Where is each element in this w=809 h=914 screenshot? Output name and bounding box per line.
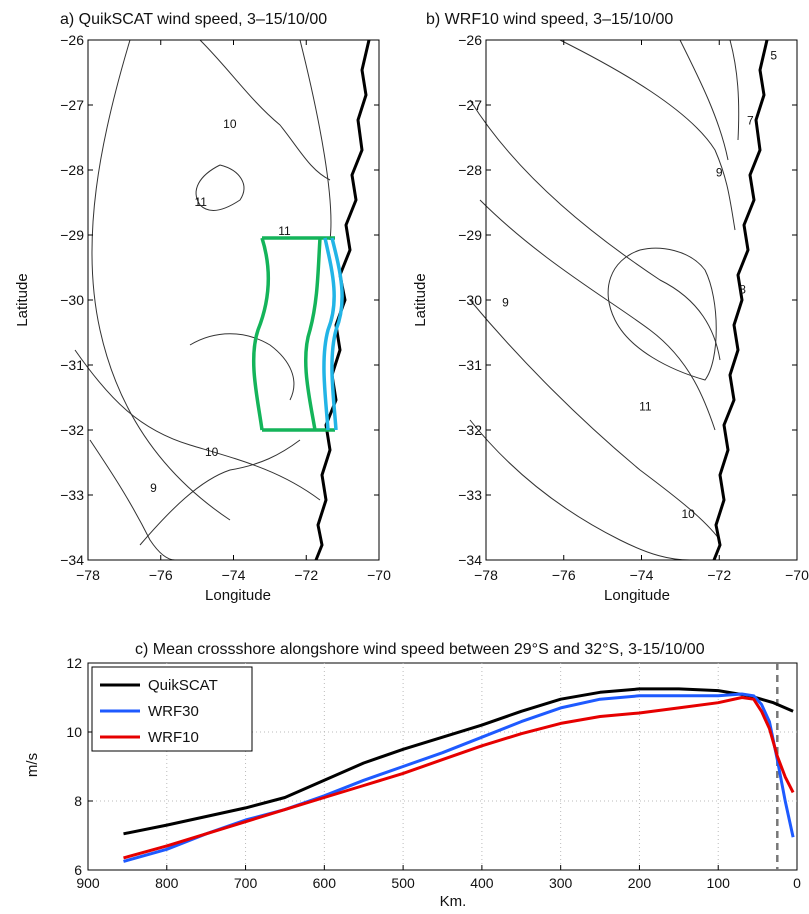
y-tick-label: 8 — [74, 793, 82, 809]
y-tick-label: −27 — [458, 97, 482, 113]
contour-line — [189, 333, 295, 401]
contour-line — [139, 439, 301, 546]
x-tick-label: 100 — [707, 875, 731, 891]
contour-line — [195, 164, 245, 211]
y-tick-label: −28 — [60, 162, 84, 178]
panel-b-ylabel: Latitude — [412, 273, 429, 326]
x-tick-label: −74 — [222, 567, 246, 583]
axes-frames: −78 −76 −74 −72 −70 −34 −33 −32 −31 −30 −29 −28 −27 −… — [60, 32, 809, 583]
contour-label: 7 — [747, 114, 754, 128]
y-tick-label: 12 — [66, 655, 82, 671]
legend-label: QuikSCAT — [148, 677, 218, 694]
domain-boxes — [252, 236, 344, 432]
y-tick-label: −29 — [60, 227, 84, 243]
contour-line — [91, 39, 231, 521]
legend-label: WRF30 — [148, 703, 199, 720]
x-tick-label: −72 — [707, 567, 731, 583]
y-tick-label: −26 — [60, 32, 84, 48]
contour-line — [199, 39, 331, 181]
x-tick-label: −74 — [630, 567, 654, 583]
coastline — [712, 39, 769, 561]
x-tick-label: −78 — [474, 567, 498, 583]
x-tick-label: −72 — [294, 567, 318, 583]
x-tick-label: −70 — [367, 567, 391, 583]
panel-a-ylabel: Latitude — [14, 273, 31, 326]
contour-label: 5 — [770, 49, 777, 63]
x-tick-label: 0 — [793, 875, 801, 891]
y-tick-label: −33 — [458, 487, 482, 503]
contour-line — [469, 99, 721, 361]
contour-line — [607, 247, 717, 381]
y-tick-label: 6 — [74, 862, 82, 878]
contour-line — [89, 439, 176, 561]
panel-a-title: a) QuikSCAT wind speed, 3–15/10/00 — [60, 11, 327, 28]
contour-label: 11 — [195, 195, 208, 209]
y-tick-label: −34 — [458, 552, 482, 568]
y-tick-label: −31 — [458, 357, 482, 373]
y-tick-label: −27 — [60, 97, 84, 113]
panel-b-title: b) WRF10 wind speed, 3–15/10/00 — [426, 11, 673, 28]
x-tick-label: 800 — [155, 875, 179, 891]
contour-line — [469, 419, 691, 561]
x-tick-label: 500 — [391, 875, 415, 891]
panel-a — [74, 39, 371, 561]
contour-line — [74, 349, 321, 501]
contour-label: 10 — [681, 507, 695, 521]
contour-line — [729, 39, 740, 141]
x-tick-label: −78 — [76, 567, 100, 583]
x-tick-label: −76 — [552, 567, 576, 583]
cyan-box — [322, 237, 344, 431]
panel-a-xlabel: Longitude — [205, 587, 271, 604]
panel-c: 900 800 700 600 500 400 300 200 100 0 6 8 10 12 QuikSC… — [66, 655, 801, 891]
contour-label: 11 — [278, 224, 291, 238]
panel-c-title: c) Mean crossshore alongshore wind speed… — [135, 641, 705, 658]
green-box — [252, 236, 335, 432]
contour-label: 9 — [716, 166, 723, 180]
x-tick-label: 200 — [628, 875, 652, 891]
x-tick-label: −76 — [149, 567, 173, 583]
y-tick-label: −30 — [60, 292, 84, 308]
contour-line — [479, 199, 716, 431]
panel-c-xlabel: Km. — [440, 893, 467, 910]
y-tick-label: −26 — [458, 32, 482, 48]
x-tick-label: 700 — [234, 875, 258, 891]
x-tick-label: 400 — [470, 875, 494, 891]
y-tick-label: −28 — [458, 162, 482, 178]
x-tick-label: 300 — [549, 875, 573, 891]
contour-label: 9 — [150, 481, 157, 495]
series-line-wrf10 — [123, 696, 795, 860]
panel-b — [469, 39, 769, 561]
x-tick-label: −70 — [785, 567, 809, 583]
panel-b-xlabel: Longitude — [604, 587, 670, 604]
contour-labels: 10 11 11 10 9 5 7 9 8 9 11 10 — [150, 49, 777, 521]
contour-line — [679, 39, 729, 161]
y-tick-label: −30 — [458, 292, 482, 308]
panel-b-contours — [469, 39, 740, 561]
legend-label: WRF10 — [148, 729, 199, 746]
series-line-quikscat — [123, 687, 794, 836]
x-tick-label: 600 — [313, 875, 337, 891]
y-tick-label: −29 — [458, 227, 482, 243]
panel-a-contours — [74, 39, 332, 561]
y-tick-label: −31 — [60, 357, 84, 373]
contour-label: 9 — [502, 296, 509, 310]
y-tick-label: −34 — [60, 552, 84, 568]
contour-line — [299, 39, 332, 241]
contour-label: 11 — [639, 400, 652, 414]
y-tick-label: −32 — [458, 422, 482, 438]
y-tick-label: −33 — [60, 487, 84, 503]
contour-label: 10 — [205, 445, 219, 459]
y-tick-label: 10 — [66, 724, 82, 740]
contour-line — [559, 39, 736, 231]
y-tick-label: −32 — [60, 422, 84, 438]
panel-c-ylabel: m/s — [24, 753, 41, 777]
x-tick-label: 900 — [76, 875, 100, 891]
contour-label: 8 — [739, 283, 746, 297]
contour-line — [469, 299, 721, 541]
contour-label: 10 — [223, 117, 237, 131]
